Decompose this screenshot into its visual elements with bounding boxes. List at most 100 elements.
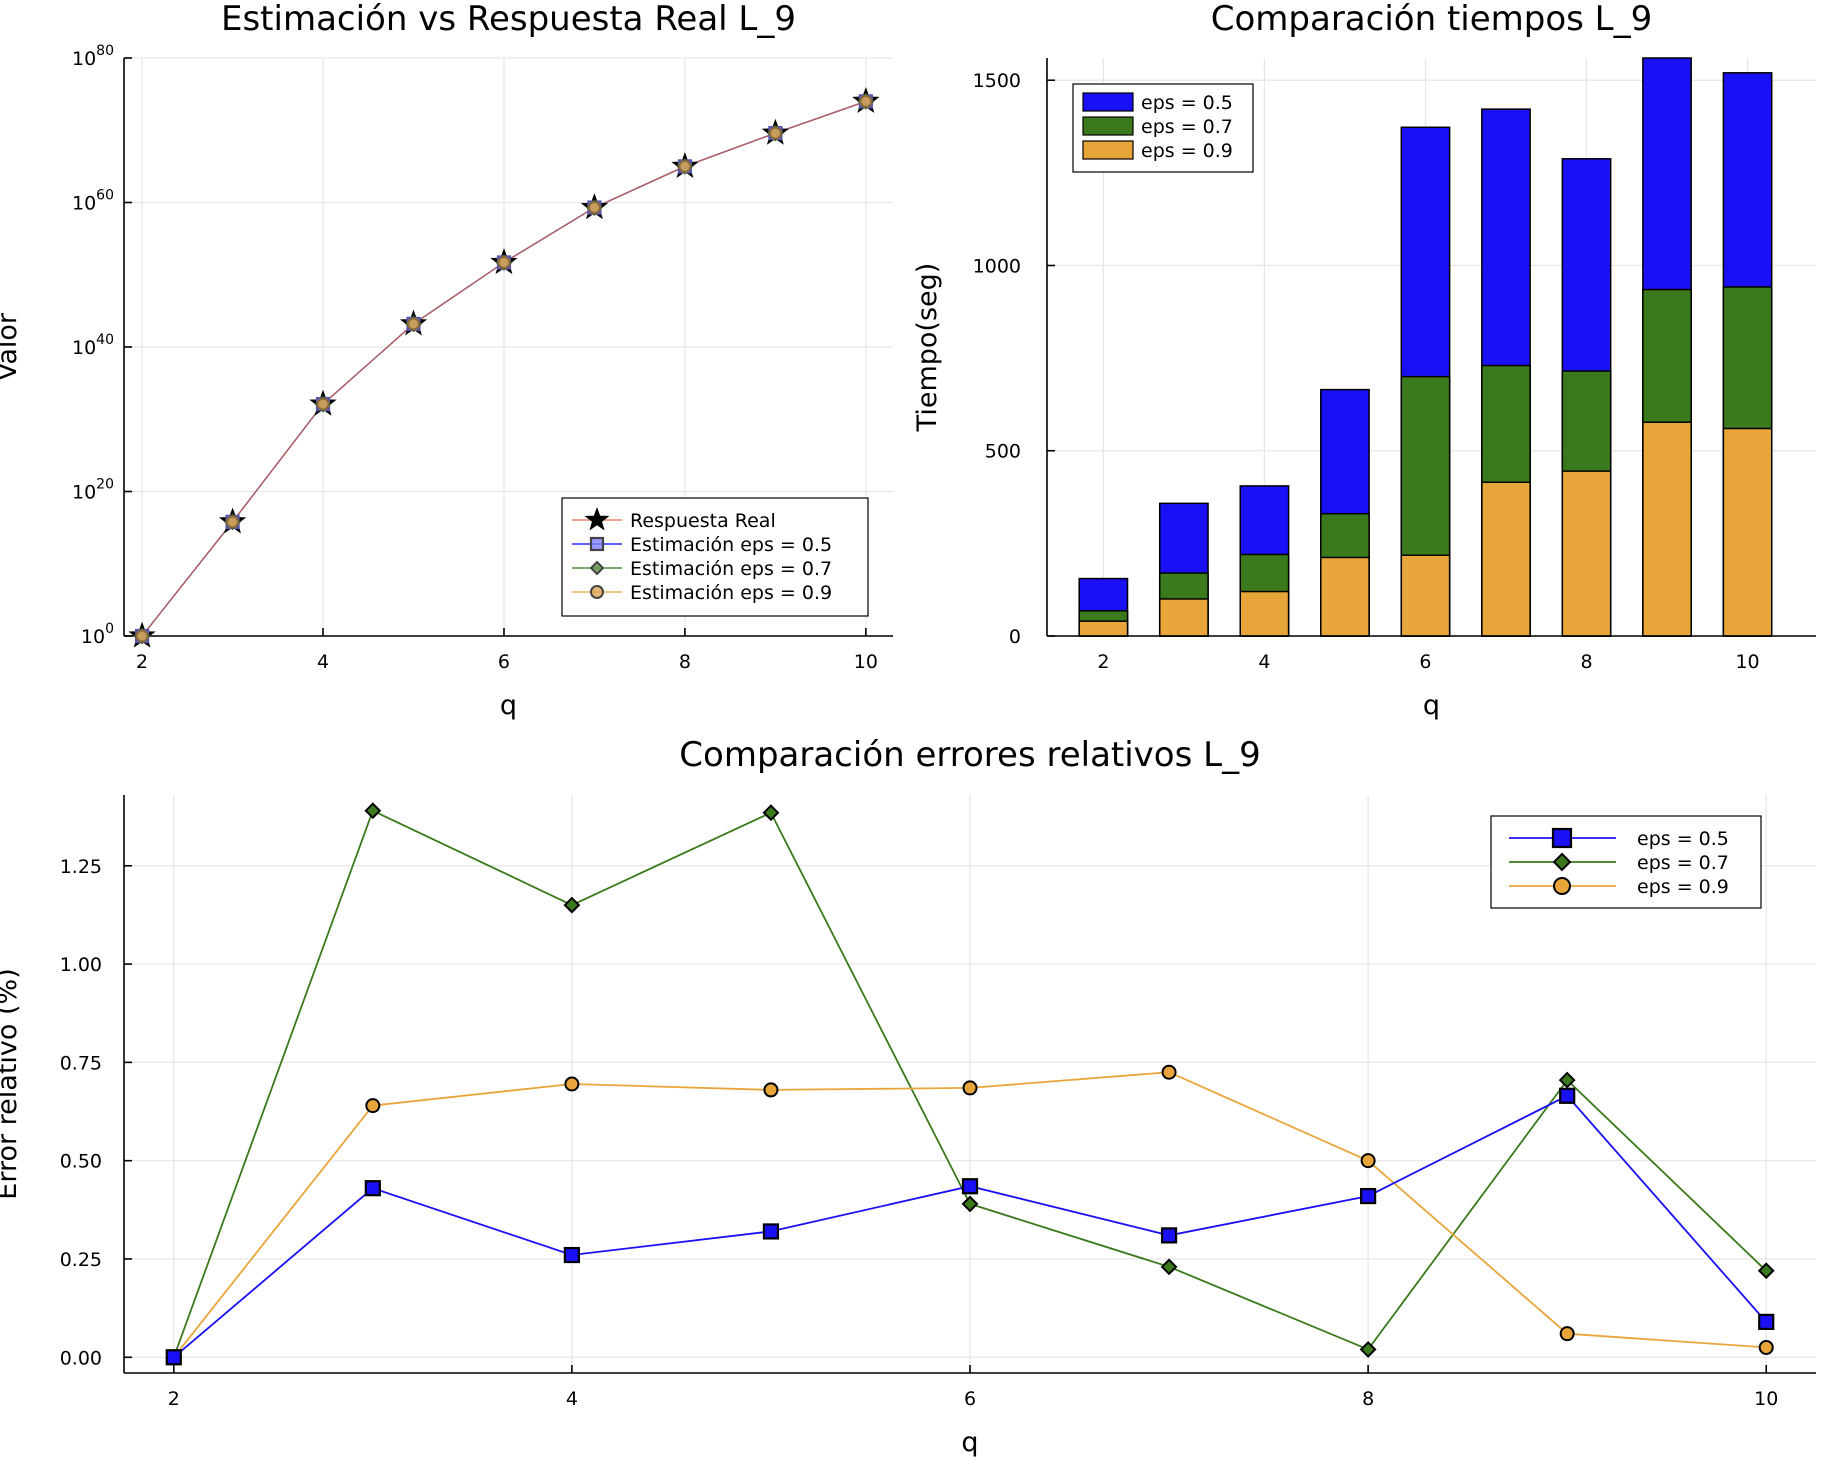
data-point-diamond (1359, 1340, 1377, 1358)
data-point-diamond (961, 1195, 979, 1213)
y-axis-label: Valor (0, 312, 23, 381)
data-point-square (563, 1246, 580, 1264)
bar-eps-0-9 (1561, 470, 1612, 637)
data-point-circle (564, 1076, 580, 1092)
legend-entry: Estimación eps = 0.9 (630, 582, 832, 604)
chart-title: Comparación errores relativos L_9 (679, 735, 1260, 775)
legend-marker (589, 536, 605, 552)
data-point-diamond (364, 802, 382, 820)
legend-entry: Estimación eps = 0.5 (630, 534, 832, 556)
y-axis-label: Tiempo(seg) (912, 263, 943, 433)
y-tick-label: 500 (985, 441, 1021, 463)
chart-title: Comparación tiempos L_9 (1211, 0, 1653, 39)
legend-swatch (1082, 140, 1134, 160)
y-tick-label: 100 (81, 621, 114, 648)
x-tick-label: 6 (964, 1388, 976, 1410)
data-point-square (961, 1178, 979, 1195)
bar-eps-0-9 (1239, 590, 1290, 637)
bar-eps-0-9 (1481, 481, 1531, 637)
legend-entry: Respuesta Real (630, 510, 776, 532)
x-tick-label: 10 (1735, 651, 1759, 673)
data-point-diamond (1160, 1258, 1178, 1276)
y-tick-label: 1040 (72, 332, 114, 359)
y-tick-label: 1.00 (60, 954, 102, 976)
legend-swatch (1082, 116, 1134, 136)
data-point-circle (1161, 1064, 1177, 1080)
data-point-eps09 (587, 201, 601, 215)
x-tick-label: 10 (854, 651, 878, 673)
data-point-diamond (1757, 1262, 1775, 1280)
y-tick-label: 0.50 (60, 1151, 102, 1173)
legend-marker (1552, 852, 1572, 872)
legend-swatch (1082, 92, 1134, 112)
data-point-square (1360, 1187, 1377, 1205)
legend-marker (589, 560, 605, 576)
y-tick-label: 1000 (973, 255, 1021, 277)
data-point-square (1160, 1227, 1178, 1244)
data-point-diamond (762, 804, 780, 822)
legend-entry: eps = 0.5 (1141, 92, 1233, 114)
x-tick-label: 4 (1258, 651, 1270, 673)
x-tick-label: 4 (317, 651, 329, 673)
data-point-eps09 (678, 159, 692, 173)
y-tick-label: 0 (1009, 626, 1021, 648)
x-tick-label: 8 (1580, 651, 1592, 673)
y-axis-label: Error relativo (%) (0, 968, 23, 1199)
y-tick-label: 0.25 (60, 1249, 102, 1271)
legend-entry: eps = 0.9 (1637, 876, 1729, 898)
x-tick-label: 4 (566, 1388, 578, 1410)
data-point-eps09 (135, 629, 149, 643)
x-tick-label: 6 (498, 651, 510, 673)
data-point-circle (1360, 1153, 1376, 1169)
data-point-eps09 (316, 397, 330, 411)
data-point-circle (1559, 1326, 1575, 1342)
x-axis-label: q (500, 690, 517, 721)
y-tick-label: 1060 (72, 188, 114, 215)
bar-eps-0-9 (1078, 620, 1129, 637)
legend-entry: eps = 0.7 (1637, 852, 1729, 874)
bar-eps-0-9 (1722, 427, 1773, 637)
legend-entry: eps = 0.7 (1141, 116, 1233, 138)
legend-box (561, 497, 869, 617)
x-tick-label: 8 (679, 651, 691, 673)
x-tick-label: 2 (168, 1388, 180, 1410)
bar-eps-0-9 (1400, 554, 1451, 637)
legend-marker (590, 585, 604, 599)
data-point-eps09 (497, 255, 511, 269)
data-point-diamond (563, 896, 581, 914)
data-point-square (165, 1349, 182, 1366)
data-point-eps09 (226, 515, 240, 529)
legend-entry: Estimación eps = 0.7 (630, 558, 832, 580)
data-point-circle (962, 1080, 978, 1096)
legend-marker (1551, 827, 1573, 849)
data-point-diamond (1558, 1071, 1576, 1089)
data-point-circle (1758, 1339, 1774, 1355)
x-tick-label: 8 (1362, 1388, 1374, 1410)
data-point-square (364, 1180, 381, 1197)
x-tick-label: 2 (136, 651, 148, 673)
y-tick-label: 0.00 (60, 1347, 102, 1369)
x-tick-label: 10 (1754, 1388, 1778, 1410)
legend-marker (1553, 877, 1571, 895)
data-point-eps09 (768, 126, 782, 140)
bar-eps-0-9 (1158, 598, 1209, 637)
y-tick-label: 1020 (72, 477, 114, 504)
data-point-eps09 (407, 317, 421, 331)
legend-entry: eps = 0.5 (1637, 828, 1729, 850)
data-point-circle (365, 1098, 381, 1114)
x-axis-label: q (961, 1427, 978, 1458)
data-point-circle (763, 1082, 779, 1098)
legend-entry: eps = 0.9 (1141, 140, 1233, 162)
y-tick-label: 1080 (72, 43, 114, 70)
y-tick-label: 1500 (973, 70, 1021, 92)
data-point-eps09 (859, 94, 873, 108)
chart-title: Estimación vs Respuesta Real L_9 (221, 0, 796, 39)
x-axis-label: q (1423, 690, 1440, 721)
bar-eps-0-9 (1642, 421, 1692, 637)
y-tick-label: 1.25 (60, 856, 102, 878)
data-point-square (1758, 1313, 1775, 1330)
bar-eps-0-9 (1320, 556, 1370, 637)
data-point-square (1559, 1087, 1576, 1104)
x-tick-label: 2 (1097, 651, 1109, 673)
